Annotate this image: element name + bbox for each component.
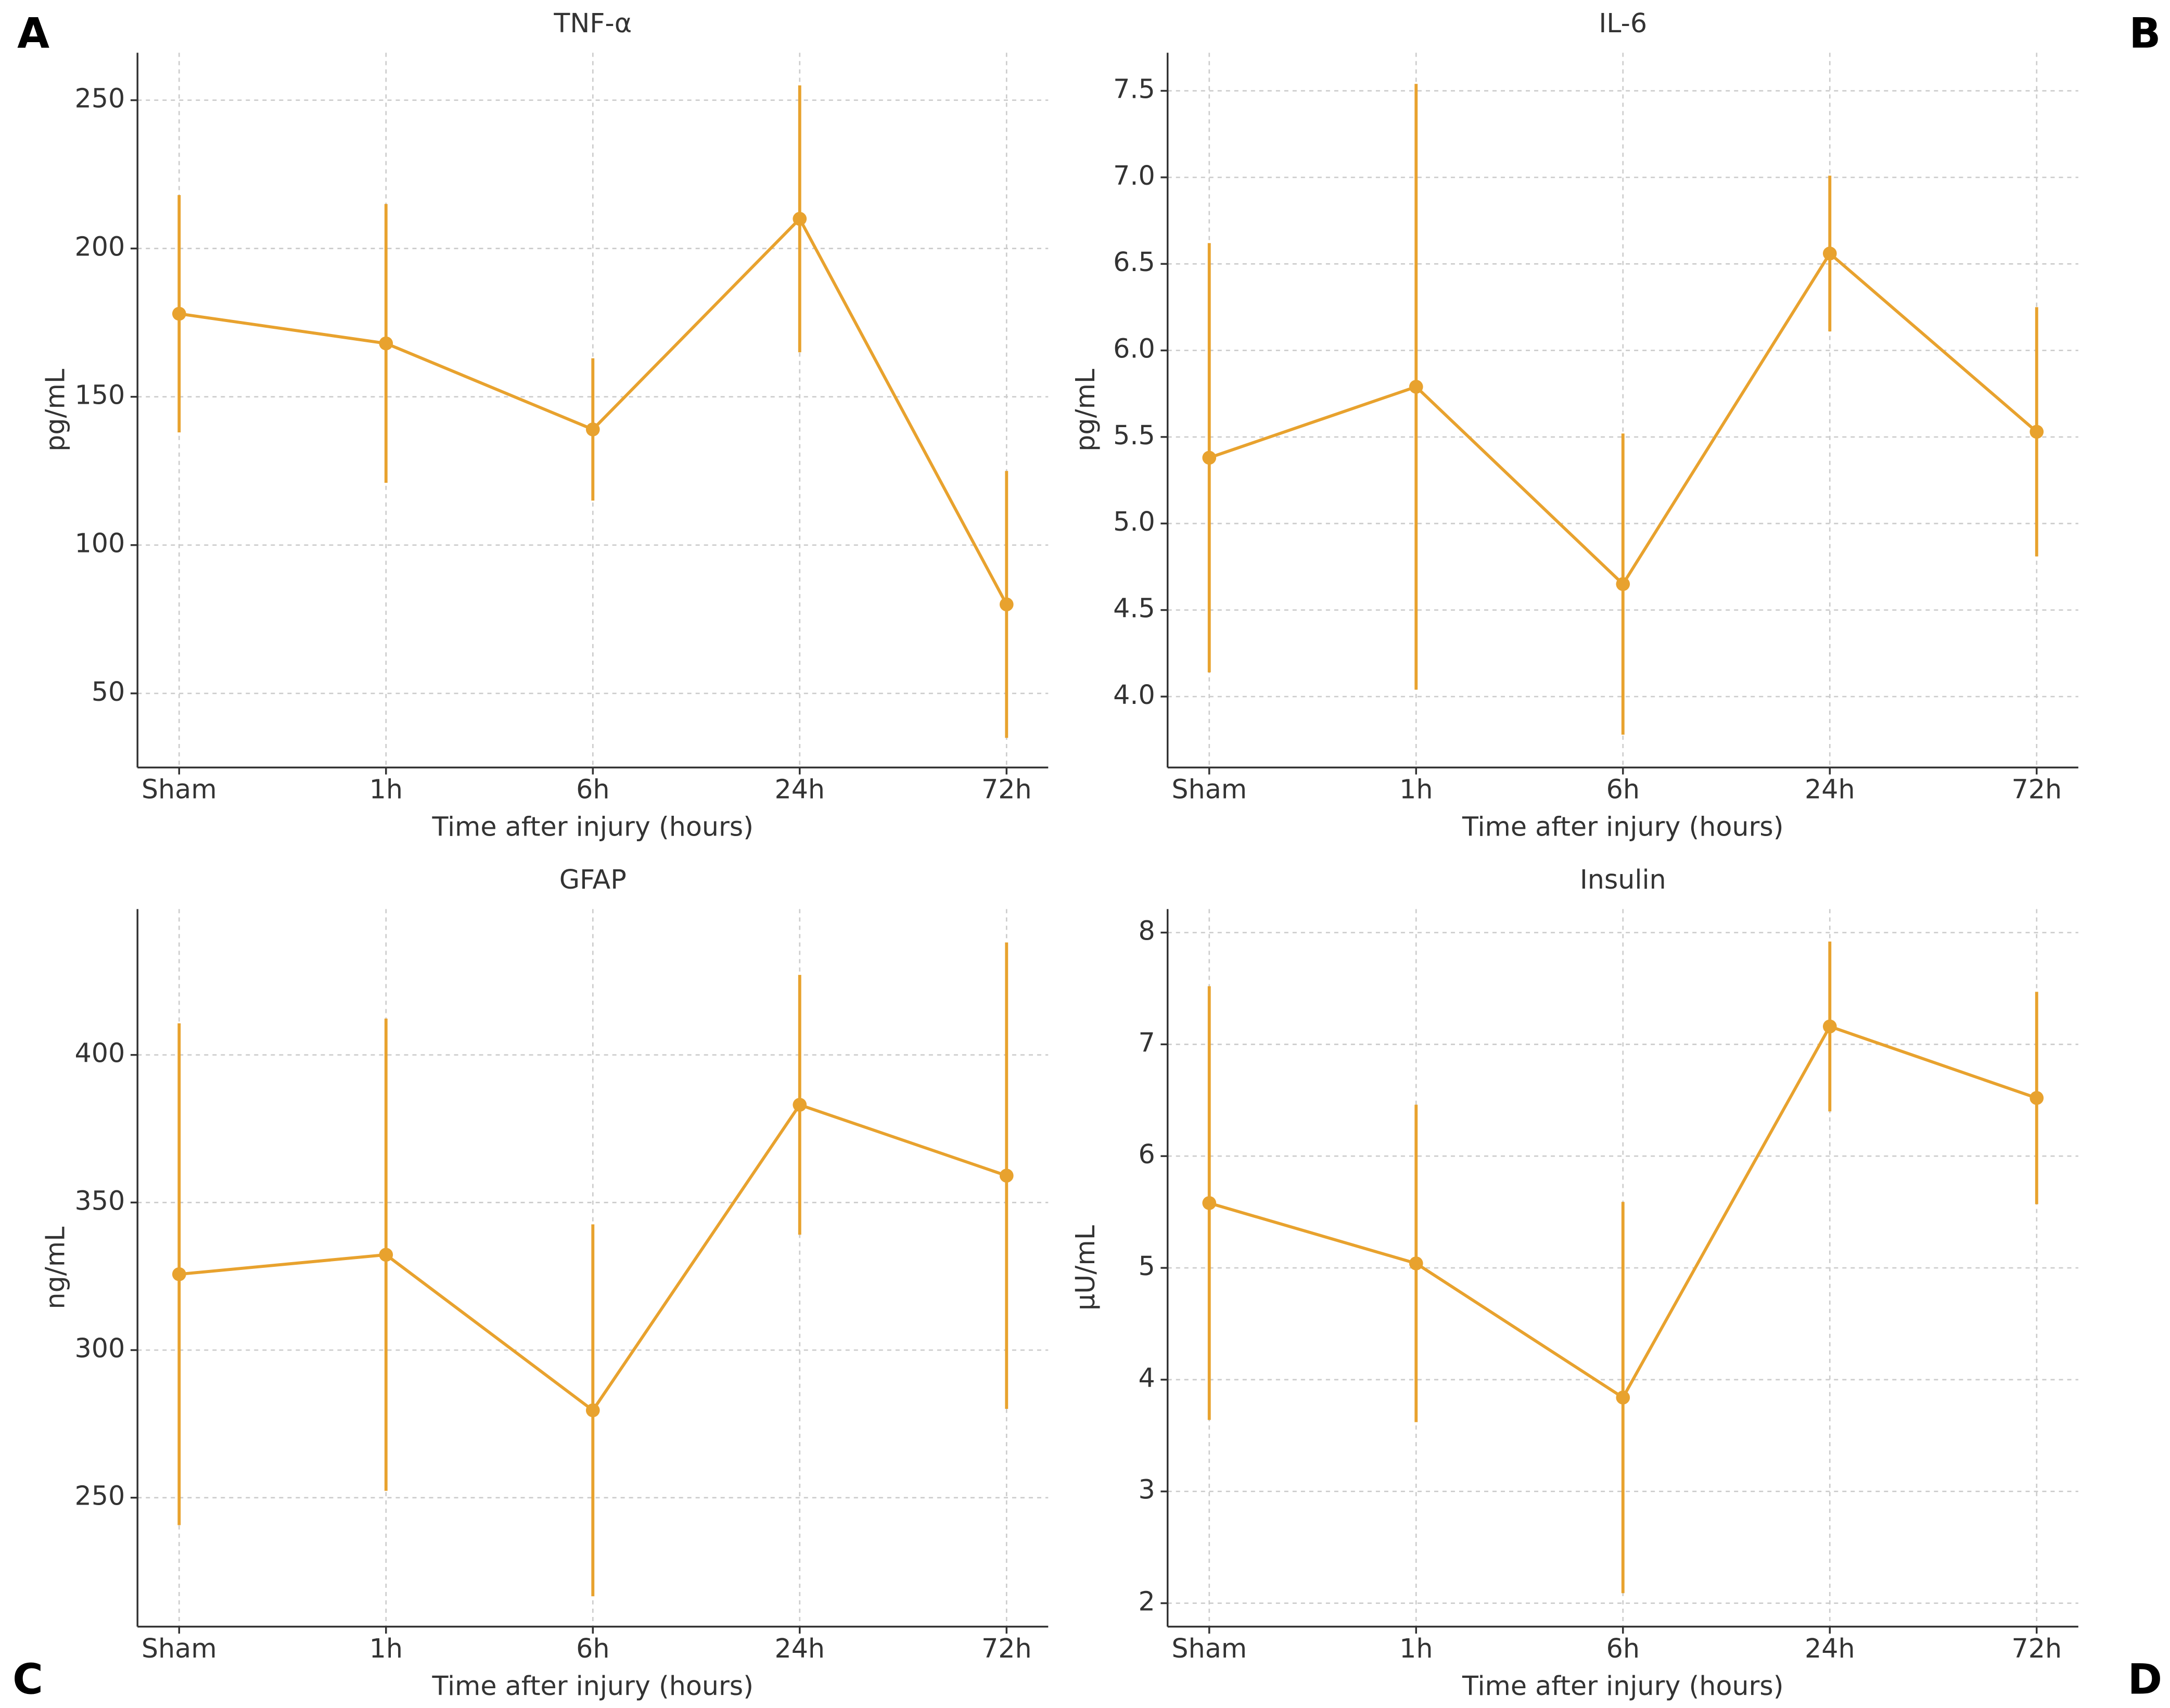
data-point [1409,1256,1423,1270]
chart-title: GFAP [559,864,627,895]
x-tick-label: 24h [1805,774,1855,805]
x-tick-label: Sham [1171,1633,1247,1664]
data-point [172,306,186,321]
y-tick-label: 4 [1138,1363,1155,1393]
y-axis-label: μU/mL [1070,1225,1101,1311]
y-tick-label: 6.5 [1113,247,1155,277]
x-tick-label: Sham [142,774,217,805]
y-tick-label: 6.0 [1113,333,1155,364]
y-tick-label: 200 [74,232,125,262]
y-tick-label: 250 [74,1481,125,1511]
x-tick-label: 72h [2011,1633,2062,1664]
y-tick-label: 8 [1138,916,1155,946]
x-tick-label: 1h [369,774,403,805]
chart-title: Insulin [1580,864,1666,895]
data-point [1409,380,1423,394]
x-tick-label: 72h [981,774,1032,805]
y-tick-label: 5 [1138,1251,1155,1281]
data-point [999,597,1014,612]
x-tick-label: 1h [1399,774,1433,805]
x-tick-label: 1h [1399,1633,1433,1664]
data-point [793,212,807,226]
y-tick-label: 400 [74,1038,125,1069]
x-tick-label: 24h [774,774,825,805]
x-tick-label: 6h [1606,774,1640,805]
x-tick-label: 1h [369,1633,403,1664]
y-tick-label: 5.5 [1113,420,1155,451]
y-tick-label: 4.0 [1113,679,1155,710]
chart-title: IL-6 [1599,8,1647,38]
x-axis-label: Time after injury (hours) [1462,812,1783,842]
data-point [379,1248,393,1262]
chart-title: TNF-α [553,8,632,38]
x-tick-label: Sham [142,1633,217,1664]
y-tick-label: 4.5 [1113,593,1155,624]
y-axis-label: pg/mL [1070,369,1101,452]
y-tick-label: 350 [74,1185,125,1216]
data-point [585,1403,600,1418]
data-point [793,1098,807,1112]
panel-label: A [17,9,49,57]
y-tick-label: 150 [74,380,125,410]
x-tick-label: 72h [2011,774,2062,805]
x-axis-label: Time after injury (hours) [1462,1671,1783,1701]
data-point [1202,451,1217,465]
y-tick-label: 6 [1138,1139,1155,1170]
y-tick-label: 100 [74,528,125,559]
y-tick-label: 3 [1138,1474,1155,1505]
y-tick-label: 7 [1138,1027,1155,1058]
data-point [2029,1091,2044,1105]
y-tick-label: 7.5 [1113,74,1155,105]
data-point [999,1168,1014,1183]
data-point [1202,1196,1217,1210]
y-axis-label: pg/mL [40,369,70,452]
y-tick-label: 5.0 [1113,506,1155,537]
panel-label: C [12,1655,43,1703]
y-tick-label: 50 [92,676,125,707]
y-tick-label: 250 [74,83,125,114]
data-point [379,336,393,351]
data-point [1822,246,1837,261]
data-point [2029,425,2044,439]
x-axis-label: Time after injury (hours) [432,1671,754,1701]
data-point [172,1267,186,1281]
y-axis-label: ng/mL [40,1227,70,1309]
x-tick-label: 6h [1606,1633,1640,1664]
data-point [1616,577,1630,592]
data-point [1822,1019,1837,1034]
x-tick-label: 24h [1805,1633,1855,1664]
y-tick-label: 2 [1138,1586,1155,1617]
x-tick-label: 24h [774,1633,825,1664]
panel-label: D [2128,1655,2162,1703]
y-tick-label: 7.0 [1113,160,1155,191]
panel-label: B [2129,9,2161,57]
x-tick-label: 6h [576,774,609,805]
data-point [585,422,600,436]
y-tick-label: 300 [74,1333,125,1364]
data-point [1616,1390,1630,1405]
x-tick-label: 72h [981,1633,1032,1664]
x-tick-label: Sham [1171,774,1247,805]
x-tick-label: 6h [576,1633,609,1664]
x-axis-label: Time after injury (hours) [432,812,754,842]
